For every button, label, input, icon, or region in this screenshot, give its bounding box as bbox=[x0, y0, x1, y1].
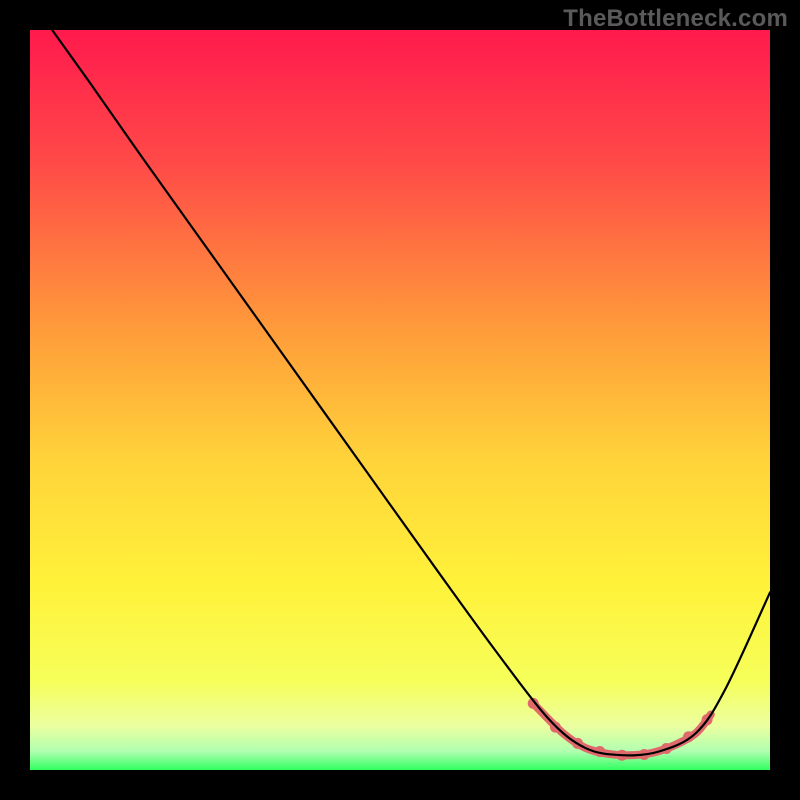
chart-container: TheBottleneck.com bbox=[0, 0, 800, 800]
watermark-text: TheBottleneck.com bbox=[563, 5, 788, 33]
plot-gradient-area bbox=[30, 30, 770, 770]
chart-svg bbox=[0, 0, 800, 800]
